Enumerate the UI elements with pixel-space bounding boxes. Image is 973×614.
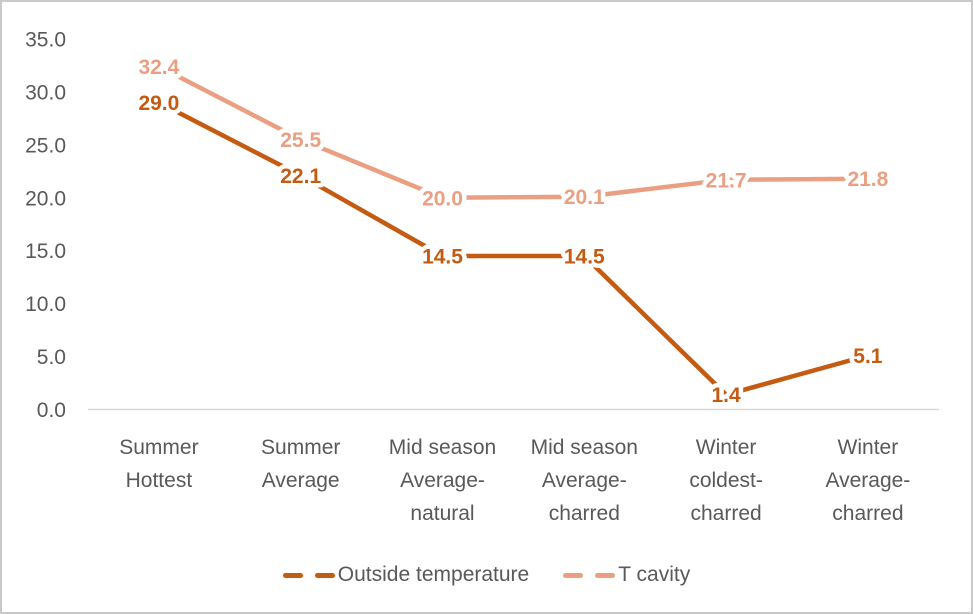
data-label: 5.1 [853,345,883,368]
data-label: 1.4 [711,384,741,407]
series-line-t-cavity [156,64,871,201]
legend: Outside temperature T cavity [2,560,971,590]
y-axis-tick-label: 25.0 [25,134,66,157]
t-cavity-line-key-icon [563,572,616,578]
y-axis-tick-label: 15.0 [25,240,66,263]
legend-item-t-cavity: T cavity [563,563,690,587]
data-label: 20.0 [422,187,463,210]
data-label: 21.8 [847,168,888,191]
data-label: 25.5 [280,129,321,152]
x-axis-category-label: Winter coldest-charred [689,436,763,525]
outside-temperature-line-key-icon [282,572,335,578]
data-label: 21.7 [706,169,747,192]
x-axis-category-label: Winter Average-charred [825,436,910,525]
x-axis-category-label: Mid season Average-charred [531,436,638,525]
legend-label-t-cavity: T cavity [618,563,691,586]
data-label: 14.5 [422,246,463,269]
data-label: 20.1 [564,186,605,209]
y-axis-tick-label: 10.0 [25,293,66,316]
y-axis-tick-label: 30.0 [25,81,66,104]
x-axis-category-label: Summer Average [261,436,340,492]
data-label: 32.4 [138,56,179,79]
x-axis-category-label: Summer Hottest [119,436,198,492]
x-axis-category-label: Mid season Average-natural [389,436,496,525]
y-axis-tick-label: 5.0 [37,346,66,369]
y-axis-tick-label: 0.0 [37,399,66,422]
data-label: 22.1 [280,165,321,188]
legend-label-outside-temperature: Outside temperature [337,563,530,586]
y-axis-tick-label: 20.0 [25,187,66,210]
data-label: 14.5 [564,246,605,269]
data-label: 29.0 [138,92,179,115]
legend-item-outside-temperature: Outside temperature [282,563,530,587]
y-axis-tick-label: 35.0 [25,29,66,52]
series-line-outside-temperature [156,100,871,397]
